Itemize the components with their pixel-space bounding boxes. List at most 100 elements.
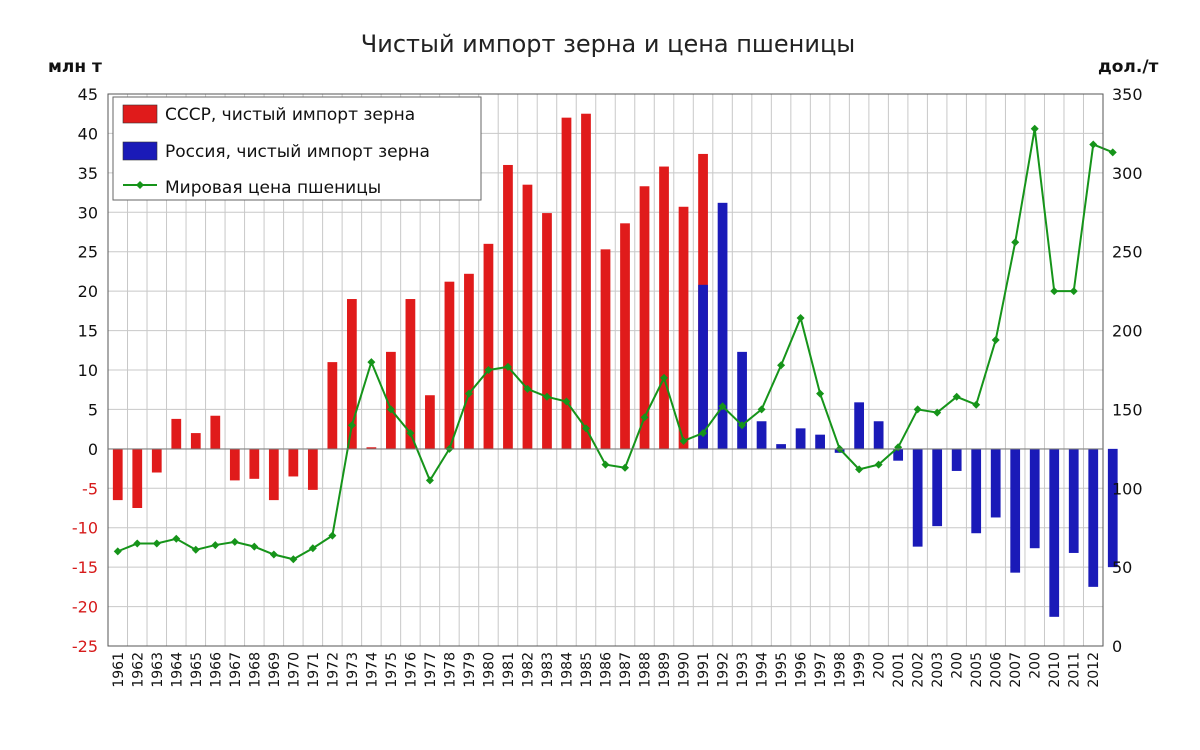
price-point: [425, 476, 434, 485]
bar-russia: [795, 428, 806, 449]
x-axis-ticks: 1961 1962 1963 1964 1965 1966 1967 1968 1969 1970…: [111, 652, 1102, 688]
bar-ussr: [190, 433, 201, 449]
x-axis-tick-label: 2003: [930, 652, 946, 688]
x-axis-tick-label: 1985: [579, 652, 595, 688]
price-point: [640, 413, 649, 422]
plot-frame: [107, 93, 1104, 647]
bar-ussr: [600, 249, 611, 449]
x-axis-tick-label: 1964: [169, 652, 185, 688]
bar-russia: [1068, 448, 1079, 553]
right-axis-tick-label: 0: [1112, 637, 1122, 656]
bar-russia: [854, 402, 865, 449]
x-axis-tick-label: 1967: [228, 652, 244, 688]
x-axis-tick-label: 1981: [501, 652, 517, 688]
x-axis-tick-label: 1986: [599, 652, 615, 688]
x-axis-tick-label: 2010: [1047, 652, 1063, 688]
legend: СССР, чистый импорт зерна Россия, чистый…: [112, 96, 482, 201]
price-point: [1050, 287, 1059, 296]
right-axis-tick-label: 300: [1112, 164, 1143, 183]
x-axis-tick-label: 1993: [735, 652, 751, 688]
bar-ussr: [151, 448, 162, 473]
price-point: [211, 541, 220, 550]
price-point: [133, 539, 142, 548]
bar-ussr: [464, 273, 474, 449]
left-axis-tick-label: 5: [88, 400, 98, 419]
right-axis-tick-label: 200: [1112, 322, 1143, 341]
bar-russia: [756, 421, 767, 449]
bar-russia: [1029, 448, 1040, 549]
bar-ussr: [659, 166, 669, 449]
price-point: [991, 336, 1000, 345]
x-axis-tick-label: 1996: [794, 652, 810, 688]
bar-ussr: [425, 395, 435, 449]
bar-ussr: [346, 299, 357, 449]
price-point: [621, 463, 630, 472]
bar-russia: [776, 444, 786, 449]
bar-ussr: [561, 117, 572, 449]
price-point: [757, 405, 766, 414]
x-axis-tick-label: 1977: [423, 652, 439, 688]
bar-ussr: [405, 299, 416, 449]
x-axis-tick-label: 1999: [852, 652, 868, 688]
x-axis-tick-label: 1988: [638, 652, 654, 688]
right-axis-tick-label: 100: [1112, 479, 1143, 498]
left-axis-tick-label: -5: [82, 479, 98, 498]
price-point: [718, 402, 727, 411]
price-point: [269, 550, 278, 559]
x-axis-tick-label: 2006: [989, 652, 1005, 688]
x-axis-tick-label: 1990: [677, 652, 693, 688]
price-point: [777, 361, 786, 370]
bar-ussr: [503, 164, 513, 449]
right-axis-unit: дол./т: [1098, 57, 1159, 77]
left-axis-tick-label: 15: [78, 322, 98, 341]
x-axis-tick-label: 1974: [364, 652, 380, 688]
price-point: [679, 436, 688, 445]
x-axis-tick-label: 1975: [384, 652, 400, 688]
bar-ussr: [542, 213, 552, 449]
legend-swatch-russia: [122, 141, 158, 161]
x-axis-tick-label: 1968: [247, 652, 263, 688]
bar-ussr: [112, 448, 123, 501]
price-point: [816, 389, 825, 398]
legend-swatch-ussr: [122, 104, 158, 124]
price-point: [581, 424, 590, 433]
left-axis-tick-label: -20: [72, 598, 98, 617]
price-point: [1069, 287, 1078, 296]
x-axis-tick-label: 2007: [1008, 652, 1024, 688]
bar-ussr: [639, 186, 650, 449]
x-axis-tick-label: 1973: [345, 652, 361, 688]
price-point: [562, 397, 571, 406]
price-point: [172, 534, 181, 543]
bar-russia: [912, 448, 923, 547]
bar-ussr: [307, 448, 318, 490]
price-point: [601, 460, 610, 469]
chart-title: Чистый импорт зерна и цена пшеницы: [361, 30, 855, 58]
price-point: [191, 545, 200, 554]
price-point: [874, 460, 883, 469]
x-axis-tick-label: 200: [950, 652, 966, 679]
price-point: [308, 544, 317, 553]
x-axis-tick-label: 1992: [716, 652, 732, 688]
left-axis-ticks: 45 40 35 30 25 20 15 10 5 0 -5 -10 -15 -20 -25: [72, 85, 98, 656]
x-axis-tick-label: 1969: [267, 652, 283, 688]
x-axis-tick-label: 2011: [1067, 652, 1083, 688]
left-axis-tick-label: 25: [78, 243, 98, 262]
x-axis-tick-label: 1979: [462, 652, 478, 688]
bar-russia: [737, 351, 747, 449]
x-axis-tick-label: 1991: [696, 652, 712, 688]
bar-ussr: [327, 362, 338, 449]
x-axis-tick-label: 2002: [911, 652, 927, 688]
price-point: [1011, 238, 1020, 247]
bar-russia: [1049, 448, 1060, 617]
bar-ussr: [678, 206, 689, 449]
bar-ussr: [366, 447, 377, 449]
x-axis-tick-label: 200: [872, 652, 888, 679]
bar-russia: [815, 434, 825, 449]
price-point: [250, 542, 259, 551]
price-point: [1030, 124, 1039, 133]
price-line-series: [113, 124, 1117, 564]
price-point: [699, 429, 708, 438]
x-axis-tick-label: 1971: [306, 652, 322, 688]
right-axis-tick-label: 350: [1112, 85, 1143, 104]
bar-russia: [990, 448, 1001, 518]
